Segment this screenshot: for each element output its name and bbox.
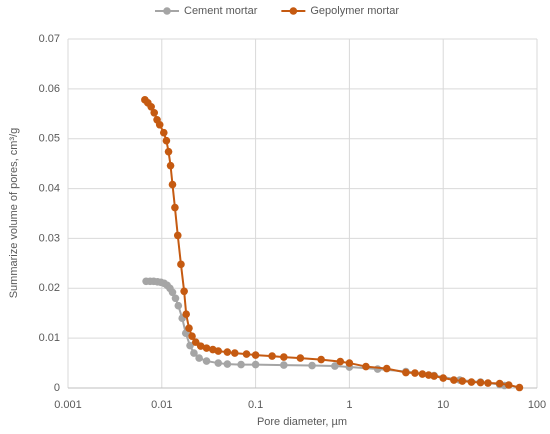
data-point: [171, 294, 180, 303]
y-tick-label: 0.03: [39, 232, 60, 244]
x-axis-title: Pore diameter, µm: [257, 416, 347, 428]
data-point: [268, 352, 276, 360]
data-point: [362, 362, 370, 371]
data-point: [331, 362, 339, 370]
data-point: [382, 364, 391, 373]
data-point: [166, 161, 175, 170]
data-point: [336, 357, 345, 366]
data-point: [418, 370, 427, 378]
data-point: [159, 128, 168, 137]
legend-marker: [163, 7, 171, 15]
data-point: [162, 136, 171, 145]
y-axis-title: Summarize volume of pores, cm³/g: [8, 128, 20, 299]
data-point: [185, 324, 193, 332]
data-point: [196, 342, 205, 350]
y-tick-label: 0.06: [39, 83, 60, 95]
legend-marker: [289, 7, 298, 15]
data-point: [190, 349, 198, 357]
y-tick-label: 0.07: [39, 33, 60, 45]
data-point: [147, 103, 155, 111]
data-point: [186, 341, 194, 350]
data-point: [182, 310, 190, 319]
data-point: [214, 347, 223, 355]
legend-label: Cement mortar: [184, 5, 258, 17]
data-point: [280, 353, 288, 361]
data-point: [195, 354, 203, 362]
data-point: [450, 376, 458, 384]
data-point: [188, 332, 196, 340]
data-point: [223, 360, 232, 368]
y-tick-label: 0.01: [39, 332, 60, 344]
data-point: [173, 231, 182, 240]
data-point: [164, 147, 173, 156]
data-point: [345, 359, 354, 367]
data-point: [180, 287, 188, 296]
data-point: [251, 360, 260, 369]
data-point: [223, 348, 232, 356]
y-tick-label: 0.04: [39, 182, 60, 194]
x-tick-label: 0.01: [151, 399, 172, 411]
x-tick-label: 0.1: [248, 399, 263, 411]
data-point: [242, 350, 251, 358]
data-point: [317, 355, 325, 364]
data-point: [476, 378, 485, 387]
data-point: [155, 120, 164, 129]
data-point: [495, 379, 504, 388]
data-point: [439, 374, 448, 382]
y-tick-label: 0.02: [39, 282, 60, 294]
data-point: [171, 203, 179, 212]
x-tick-label: 10: [437, 399, 449, 411]
data-point: [202, 357, 211, 365]
legend-label: Gepolymer mortar: [310, 5, 399, 17]
data-point: [458, 377, 467, 385]
data-point: [515, 383, 524, 392]
data-point: [230, 349, 239, 357]
data-point: [174, 301, 183, 310]
data-point: [411, 369, 419, 377]
y-tick-label: 0: [54, 382, 60, 394]
data-point: [168, 288, 177, 297]
y-tick-label: 0.05: [39, 133, 60, 145]
x-tick-label: 100: [528, 399, 546, 411]
data-point: [177, 260, 185, 269]
x-tick-label: 1: [346, 399, 352, 411]
data-point: [504, 381, 513, 389]
series-line: [146, 280, 505, 387]
data-point: [402, 368, 410, 377]
data-point: [484, 379, 492, 387]
data-point: [430, 372, 438, 380]
data-point: [214, 359, 223, 367]
data-point: [373, 365, 382, 373]
data-point: [150, 108, 159, 117]
x-tick-label: 0.001: [54, 399, 82, 411]
data-point: [280, 361, 288, 369]
data-point: [467, 378, 476, 386]
data-point: [296, 354, 305, 362]
data-point: [237, 360, 245, 369]
data-point: [168, 180, 177, 189]
data-point: [251, 351, 260, 359]
data-point: [202, 344, 211, 352]
data-point: [308, 361, 316, 370]
